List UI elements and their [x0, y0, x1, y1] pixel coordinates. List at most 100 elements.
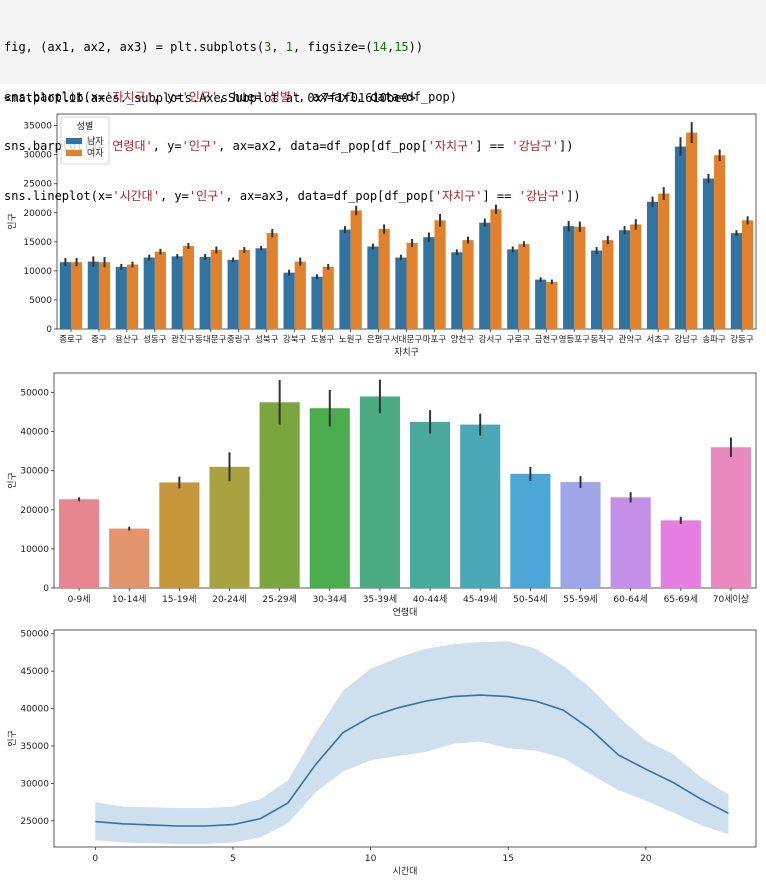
x-tick-label: 0 [92, 854, 98, 864]
code-token: ] == [475, 139, 512, 153]
bar-male [87, 261, 99, 329]
x-tick-label: 영등포구 [559, 334, 590, 345]
y-tick-label: 5000 [29, 296, 52, 306]
x-tick-label: 구로구 [507, 335, 531, 345]
bar-female [350, 210, 362, 329]
code-token: '연령대' [105, 139, 153, 153]
x-tick-label: 35-39세 [363, 594, 397, 605]
bar-male [618, 230, 631, 329]
code-token: '자치구' [427, 139, 476, 153]
y-tick-label: 25000 [23, 180, 52, 190]
code-token: '시간대' [112, 188, 160, 203]
x-tick-label: 40-44세 [413, 594, 447, 605]
bar-male [115, 266, 127, 329]
bar [159, 482, 200, 588]
bar-male [646, 201, 659, 329]
x-tick-label: 관악구 [618, 334, 642, 345]
x-tick-label: 성북구 [255, 335, 279, 345]
x-axis-label: 연령대 [393, 606, 418, 618]
bar [460, 424, 501, 588]
x-tick-label: 은평구 [367, 334, 391, 345]
code-token: sns.lineplot(x= [4, 188, 113, 203]
chart-3-frame [53, 629, 757, 848]
bar-male [367, 246, 379, 329]
bar-female [602, 240, 614, 329]
legend-title: 성별 [77, 121, 94, 132]
x-tick-label: 20-24세 [212, 594, 246, 605]
x-tick-label: 15-19세 [162, 594, 196, 605]
y-tick-label: 35000 [20, 742, 49, 752]
code-token: ] == [482, 188, 519, 203]
code-token: , ax=ax3, data=df_pop[df_pop[ [225, 188, 435, 203]
x-tick-label: 도봉구 [311, 335, 335, 345]
x-tick-label: 중구 [91, 335, 107, 345]
x-tick-label: 용산구 [115, 334, 139, 345]
y-axis-label: 인구 [7, 213, 18, 230]
bar-female [742, 220, 754, 329]
legend-swatch [66, 150, 82, 156]
code-token: , figsize=( [293, 40, 373, 54]
code-token: , [386, 40, 395, 54]
x-tick-label: 동작구 [590, 334, 614, 345]
code-line: sns.barplot(x='자치구', y='인구', hue='성별', a… [4, 89, 762, 106]
x-tick-label: 45-49세 [463, 594, 497, 605]
chart-2-frame [53, 372, 757, 589]
x-axis-label: 시간대 [393, 866, 418, 877]
y-tick-label: 30000 [23, 151, 52, 161]
bar-female [462, 240, 474, 329]
x-tick-label: 종로구 [59, 335, 83, 345]
bar-female [238, 249, 250, 329]
code-token: sns.barplot(x= [4, 89, 106, 104]
x-tick-label: 20 [640, 854, 652, 864]
bar-female [210, 249, 222, 329]
bar-male [535, 279, 547, 329]
code-token: '강남구' [518, 188, 567, 203]
bar-male [563, 226, 575, 329]
bar-male [730, 233, 743, 329]
mean-line [95, 694, 729, 827]
bar [560, 482, 601, 588]
bar-male [674, 146, 687, 329]
bar-female [714, 155, 726, 329]
x-tick-label: 송파구 [702, 335, 726, 345]
y-axis-label: 인구 [7, 730, 18, 747]
code-token: )) [408, 40, 424, 54]
x-tick-label: 동대문구 [195, 335, 226, 345]
bar-male [451, 252, 463, 329]
code-token: , ax=ax2, data=df_pop[df_pop[ [218, 139, 428, 153]
code-token: '성별' [261, 89, 299, 104]
code-token: , hue= [218, 89, 262, 104]
x-tick-label: 10 [365, 854, 377, 864]
bar-male [227, 259, 239, 329]
bar [259, 402, 300, 588]
y-tick-label: 50000 [20, 630, 49, 640]
x-tick-label: 0-9세 [68, 594, 91, 605]
bar [59, 499, 100, 588]
bar-male [591, 250, 603, 329]
bar [410, 421, 451, 588]
y-axis-label: 인구 [7, 472, 18, 489]
y-tick-label: 20000 [20, 506, 49, 516]
x-tick-label: 65-69세 [664, 594, 698, 605]
bar [209, 466, 250, 588]
y-tick-label: 45000 [20, 667, 49, 677]
bar-female [294, 261, 306, 329]
code-token: '자치구' [105, 89, 153, 104]
bar-male [59, 262, 71, 329]
bar [660, 520, 701, 588]
bar-male [702, 178, 715, 329]
confidence-band [95, 641, 729, 844]
code-cell[interactable]: fig, (ax1, ax2, ax3) = plt.subplots(3, 1… [0, 0, 766, 203]
y-tick-label: 0 [46, 325, 52, 335]
code-token: , y= [152, 139, 182, 153]
bar [359, 396, 400, 588]
bar [710, 447, 751, 588]
y-tick-label: 20000 [23, 209, 52, 219]
bar-female [658, 193, 670, 329]
code-token: '인구' [181, 139, 219, 153]
x-tick-label: 서초구 [646, 335, 670, 345]
bar-female [378, 229, 390, 329]
code-token: , [271, 40, 286, 54]
